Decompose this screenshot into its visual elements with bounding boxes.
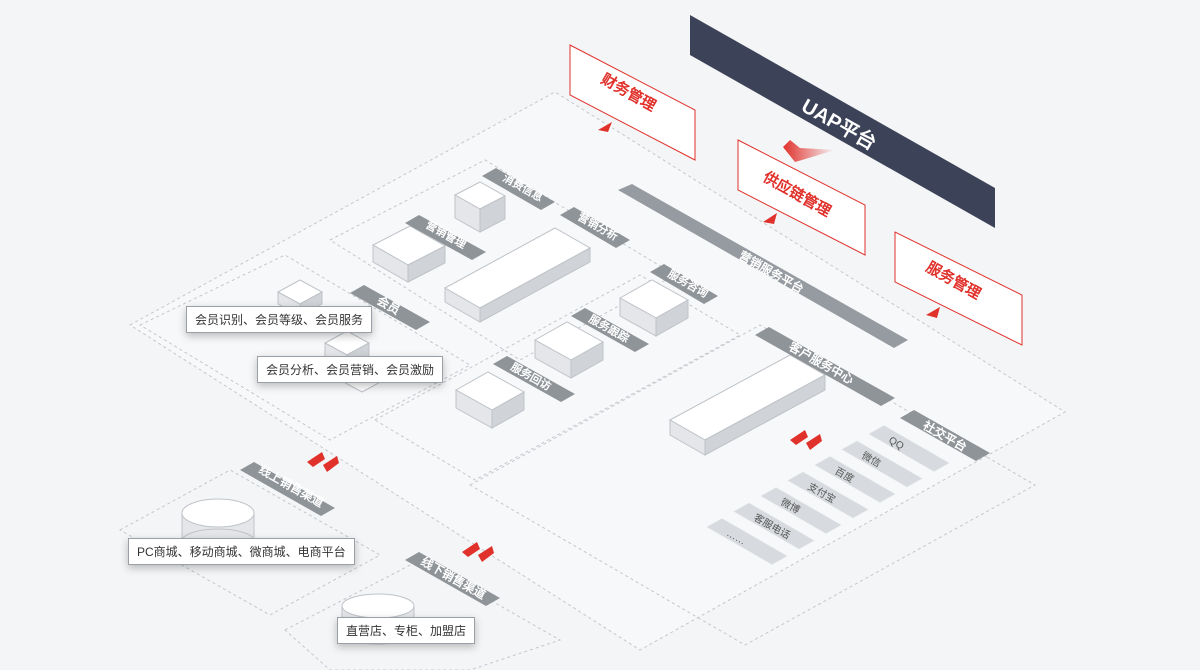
zone-online (118, 469, 382, 616)
marketing-mgmt-tag (405, 215, 486, 260)
social-tag (900, 410, 990, 461)
consume-info-tag (482, 168, 555, 210)
online-label: 线上销售渠道 (257, 462, 327, 511)
online-callout-text: PC商城、移动商城、微商城、电商平台 (137, 545, 346, 559)
zone-offline (284, 559, 562, 670)
offline-label: 线下销售渠道 (419, 554, 489, 603)
member-callout-2: 会员分析、会员营销、会员激励 (257, 356, 444, 383)
member-callout-1-text: 会员识别、会员等级、会员服务 (195, 313, 364, 327)
service-consult-block (618, 279, 690, 337)
service-consult-tag (650, 264, 718, 304)
social-item (704, 517, 790, 566)
uap-banner (690, 15, 995, 228)
finance-box (569, 44, 696, 161)
supply-chain-box (737, 139, 866, 256)
online-tag (240, 462, 335, 516)
online-callout: PC商城、移动商城、微商城、电商平台 (128, 538, 355, 565)
service-revisit-block (454, 371, 526, 429)
member-callout-1: 会员识别、会员等级、会员服务 (186, 306, 373, 333)
exchange-icon-customer (790, 430, 822, 450)
supply-chain-arrow-icon (763, 213, 777, 224)
exchange-icon-offline (462, 542, 494, 562)
customer-center-block (668, 354, 827, 456)
exchange-icon-online (307, 452, 339, 472)
social-item (785, 470, 871, 520)
platform-bar (618, 184, 908, 348)
social-item (812, 455, 898, 504)
marketing-mgmt-block (371, 225, 447, 283)
social-list: QQ微信百度支付宝微博客服电话…… (704, 424, 952, 566)
service-tracking-tag (571, 308, 649, 352)
finance-arrow-icon (598, 122, 612, 132)
social-item (866, 424, 952, 473)
service-mgmt-box (894, 231, 1023, 346)
marketing-analysis-tag (560, 207, 630, 248)
service-mgmt-arrow-icon (926, 307, 940, 318)
member-tag (350, 285, 430, 330)
outer-platform (129, 91, 1066, 651)
zone-customer (468, 324, 1037, 646)
offline-callout-text: 直营店、专柜、加盟店 (346, 624, 467, 638)
consume-info-block (453, 181, 507, 233)
member-callout-2-text: 会员分析、会员营销、会员激励 (266, 363, 435, 377)
service-tracking-block (533, 321, 605, 379)
social-item (839, 439, 925, 489)
uap-arrow-icon (783, 140, 835, 162)
service-revisit-tag (493, 356, 575, 402)
social-item (758, 486, 844, 535)
customer-center-tag (755, 327, 895, 406)
social-item (731, 501, 817, 551)
marketing-analysis-block (443, 227, 592, 323)
offline-callout: 直营店、专柜、加盟店 (337, 617, 476, 644)
offline-tag (405, 552, 500, 606)
